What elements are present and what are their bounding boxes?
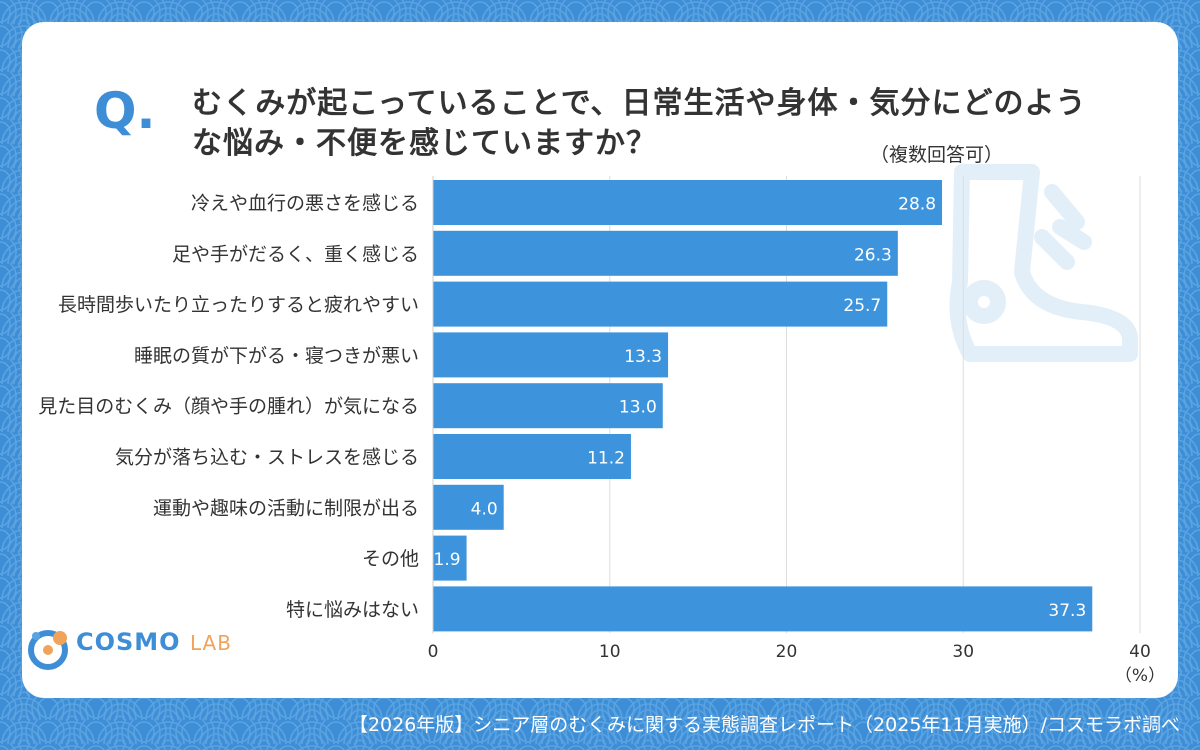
question-mark-label: Q. [94,82,156,140]
value-label: 11.2 [587,449,625,469]
multiple-answer-note: （複数回答可） [870,144,1004,166]
bar [433,281,888,327]
x-tick-label: 30 [952,642,974,662]
category-label: 見た目のむくみ（顔や手の腫れ）が気になる [38,396,419,418]
bar [433,434,631,479]
bar [433,180,943,225]
value-label: 26.3 [854,245,892,265]
bar [433,383,663,429]
x-tick-label: 10 [599,642,621,662]
x-tick-label: 40 [1129,642,1151,662]
value-label: 4.0 [471,499,498,519]
x-tick-label: 20 [776,642,798,662]
x-axis-unit: （%） [1115,666,1165,686]
question-text: むくみが起こっていることで、日常生活や身体・気分にどのような悩み・不便を感じてい… [192,86,1087,161]
category-label: 気分が落ち込む・ストレスを感じる [115,447,419,469]
cosmo-lab-logo-icon [28,630,68,670]
category-label: 冷えや血行の悪さを感じる [191,193,419,215]
category-label: 睡眠の質が下がる・寝つきが悪い [134,345,419,367]
category-label: その他 [362,548,419,570]
category-label: 運動や趣味の活動に制限が出る [153,497,419,519]
bar [433,230,898,276]
bar [433,586,1093,632]
value-label: 13.3 [624,347,662,367]
bar [433,332,669,378]
brand-logo-text: COSMO LAB [76,628,232,656]
x-tick-label: 0 [428,642,439,662]
category-label: 長時間歩いたり立ったりすると疲れやすい [58,294,419,316]
value-label: 28.8 [898,195,936,215]
source-footer: 【2026年版】シニア層のむくみに関する実態調査レポート（2025年11月実施）… [348,714,1180,736]
bar [433,484,504,530]
swollen-foot-icon [949,164,1138,362]
bar [433,535,467,581]
brand-suffix: LAB [189,631,232,655]
category-label: 特に悩みはない [286,599,419,621]
category-label: 足や手がだるく、重く感じる [172,243,419,265]
value-label: 37.3 [1048,601,1086,621]
value-label: 13.0 [619,398,657,418]
brand-name: COSMO [76,628,181,656]
value-label: 25.7 [843,296,881,316]
value-label: 1.9 [434,550,461,570]
